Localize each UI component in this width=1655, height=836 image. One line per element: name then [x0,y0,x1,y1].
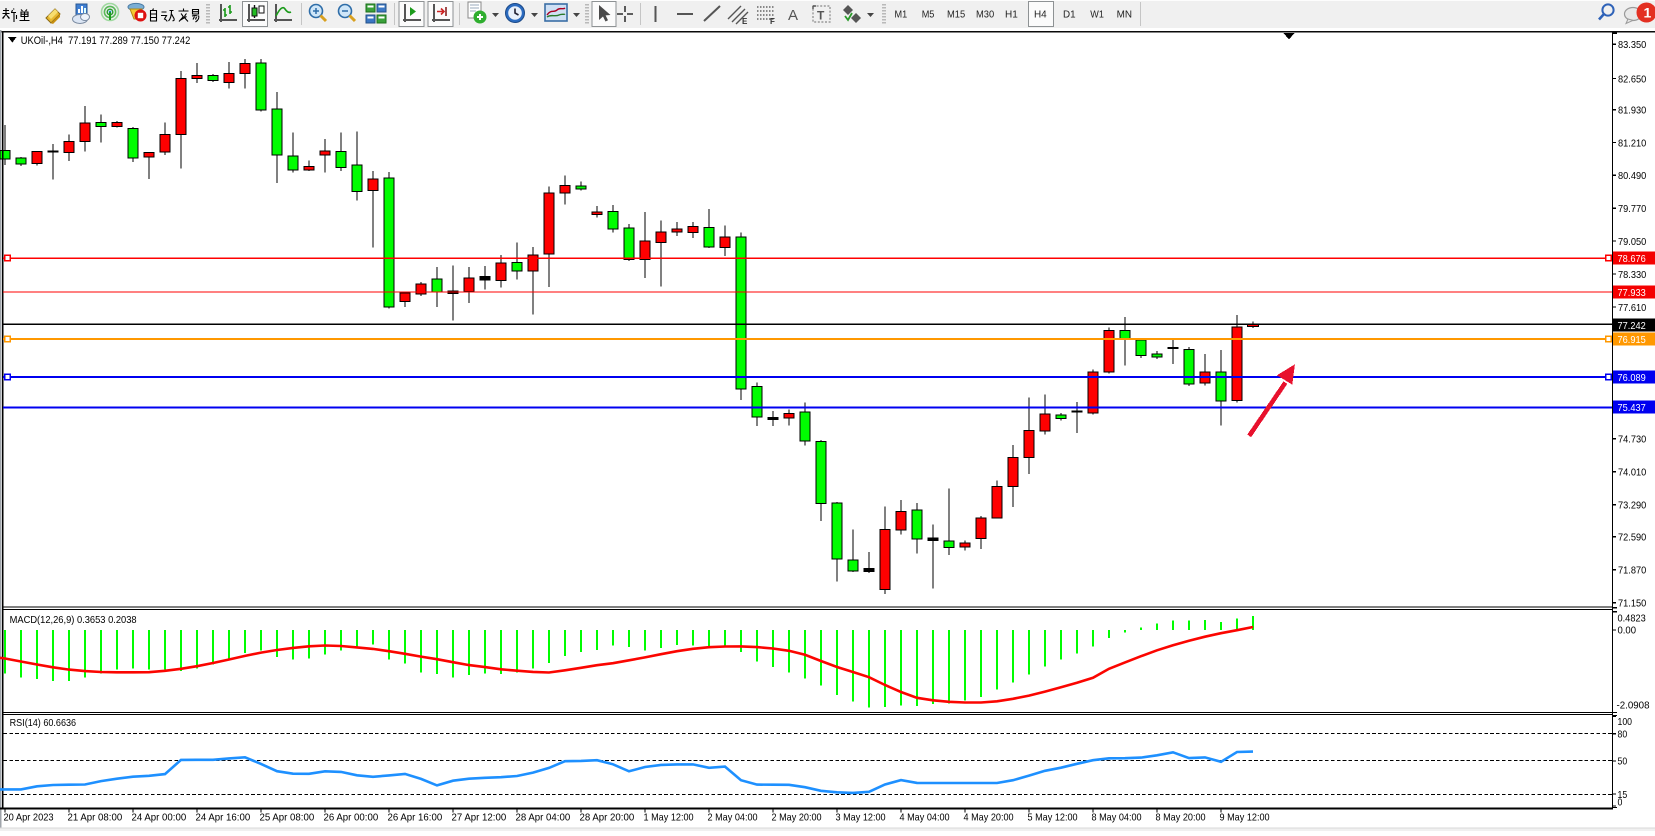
svg-text:25 Apr 08:00: 25 Apr 08:00 [260,812,315,824]
svg-text:26 Apr 16:00: 26 Apr 16:00 [388,812,443,824]
svg-text:73.290: 73.290 [1618,500,1646,512]
svg-text:78.676: 78.676 [1618,253,1646,265]
svg-text:1: 1 [1644,5,1652,21]
svg-text:28 Apr 04:00: 28 Apr 04:00 [516,812,571,824]
svg-text:80: 80 [1618,729,1628,741]
svg-text:UKOil-,H4 77.191 77.289 77.15: UKOil-,H4 77.191 77.289 77.150 77.242 [21,35,191,47]
svg-text:76.915: 76.915 [1618,334,1646,346]
svg-text:100: 100 [1618,716,1633,728]
svg-text:W1: W1 [1090,9,1104,21]
svg-text:76.089: 76.089 [1618,372,1646,384]
svg-text:71.870: 71.870 [1618,565,1646,577]
svg-text:20 Apr 2023: 20 Apr 2023 [4,812,54,824]
svg-text:77.610: 77.610 [1618,302,1646,314]
svg-text:75.437: 75.437 [1618,402,1646,414]
svg-text:72.590: 72.590 [1618,532,1646,544]
svg-text:21 Apr 08:00: 21 Apr 08:00 [68,812,123,824]
svg-text:M1: M1 [895,9,908,21]
svg-text:D1: D1 [1063,9,1076,21]
svg-text:5 May 12:00: 5 May 12:00 [1028,812,1078,824]
svg-text:80.490: 80.490 [1618,170,1646,182]
svg-text:H4: H4 [1034,9,1047,21]
svg-text:50: 50 [1618,756,1628,768]
svg-text:M5: M5 [922,9,935,21]
svg-text:81.210: 81.210 [1618,137,1646,149]
svg-text:RSI(14) 60.6636: RSI(14) 60.6636 [10,717,77,729]
svg-text:82.650: 82.650 [1618,73,1646,85]
svg-text:78.330: 78.330 [1618,269,1646,281]
svg-text:74.730: 74.730 [1618,434,1646,446]
svg-text:T: T [817,9,825,23]
svg-text:M15: M15 [947,9,965,21]
svg-text:2 May 04:00: 2 May 04:00 [708,812,758,824]
svg-text:71.150: 71.150 [1618,598,1646,610]
svg-text:4 May 04:00: 4 May 04:00 [900,812,950,824]
svg-text:79.050: 79.050 [1618,236,1646,248]
svg-text:77.933: 77.933 [1618,287,1646,299]
svg-text:74.010: 74.010 [1618,467,1646,479]
svg-text:28 Apr 20:00: 28 Apr 20:00 [580,812,635,824]
svg-text:H1: H1 [1005,9,1018,21]
svg-text:9 May 12:00: 9 May 12:00 [1220,812,1270,824]
svg-text:-2.0908: -2.0908 [1617,699,1650,711]
svg-text:24 Apr 00:00: 24 Apr 00:00 [132,812,187,824]
svg-text:MACD(12,26,9) 0.3653 0.2038: MACD(12,26,9) 0.3653 0.2038 [10,614,137,626]
svg-text:1 May 12:00: 1 May 12:00 [644,812,694,824]
svg-text:77.242: 77.242 [1618,320,1646,332]
svg-text:A: A [788,7,798,24]
svg-text:2 May 20:00: 2 May 20:00 [772,812,822,824]
svg-text:0.00: 0.00 [1618,625,1637,637]
svg-text:MN: MN [1117,9,1132,21]
svg-text:79.770: 79.770 [1618,203,1646,215]
svg-text:3 May 12:00: 3 May 12:00 [836,812,886,824]
svg-text:8 May 04:00: 8 May 04:00 [1092,812,1142,824]
svg-text:0: 0 [1618,796,1623,808]
svg-text:27 Apr 12:00: 27 Apr 12:00 [452,812,507,824]
svg-text:M30: M30 [976,9,994,21]
svg-text:81.930: 81.930 [1618,105,1646,117]
svg-text:83.350: 83.350 [1618,39,1646,51]
svg-text:F: F [770,17,775,26]
svg-text:4 May 20:00: 4 May 20:00 [964,812,1014,824]
svg-text:26 Apr 00:00: 26 Apr 00:00 [324,812,379,824]
svg-text:8 May 20:00: 8 May 20:00 [1156,812,1206,824]
svg-text:0.4823: 0.4823 [1618,613,1646,625]
svg-text:24 Apr 16:00: 24 Apr 16:00 [196,812,251,824]
svg-text:E: E [742,17,748,26]
